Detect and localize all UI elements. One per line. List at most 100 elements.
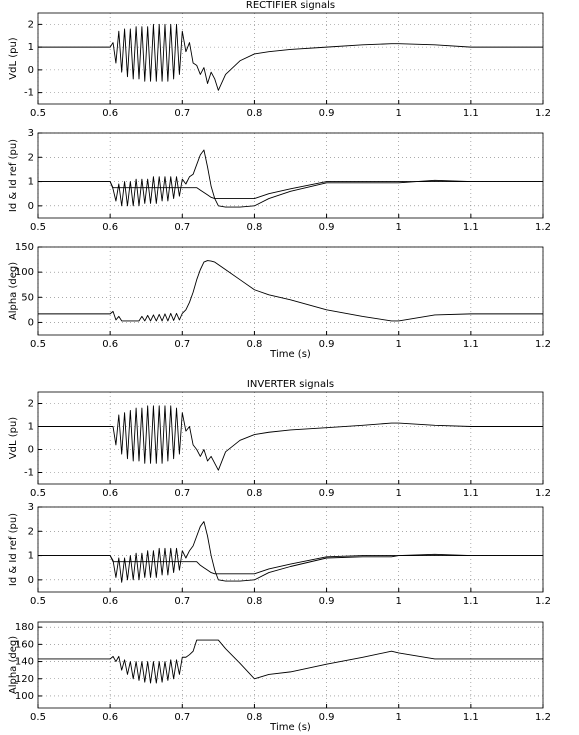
x-axis-label: Time (s) [269, 349, 311, 360]
x-tick-label: 1 [396, 712, 402, 723]
x-tick-label: 0.9 [319, 339, 335, 350]
axes-frame [37, 12, 544, 105]
x-tick-label: 0.5 [30, 488, 46, 499]
x-tick-label: 0.5 [30, 712, 46, 723]
signal-line [38, 521, 543, 583]
y-tick-label: 160 [15, 639, 34, 650]
y-tick-label: 100 [15, 691, 34, 702]
axes-frame [37, 246, 544, 336]
x-tick-label: 0.7 [174, 339, 190, 350]
signal-line [38, 405, 543, 471]
x-tick-label: 0.7 [174, 596, 190, 607]
x-tick-label: 1 [396, 596, 402, 607]
y-tick-label: 3 [28, 502, 34, 513]
signal-line [38, 149, 543, 208]
x-tick-label: 0.7 [174, 222, 190, 233]
y-tick-label: -1 [24, 88, 34, 99]
signal-line [38, 260, 543, 322]
y-tick-label: 0 [28, 575, 34, 586]
x-tick-label: 1.1 [463, 222, 479, 233]
y-tick-label: 1 [28, 551, 34, 562]
y-tick-label: 100 [15, 267, 34, 278]
y-tick-label: 3 [28, 128, 34, 139]
x-tick-label: 0.5 [30, 222, 46, 233]
y-tick-label: 0 [28, 317, 34, 328]
x-tick-label: 1.2 [535, 712, 551, 723]
x-tick-label: 1.2 [535, 488, 551, 499]
x-tick-label: 0.6 [102, 712, 118, 723]
signal-line [38, 181, 543, 200]
x-tick-label: 1.2 [535, 596, 551, 607]
y-axis-label: Alpha (deg) [8, 636, 19, 694]
axes-frame [37, 132, 544, 219]
plot-area [38, 133, 543, 218]
x-tick-label: 0.8 [246, 339, 262, 350]
x-tick-label: 0.6 [102, 108, 118, 119]
x-tick-label: 1.1 [463, 596, 479, 607]
x-tick-label: 0.8 [246, 712, 262, 723]
x-tick-label: 0.8 [246, 222, 262, 233]
chart-title: INVERTER signals [247, 379, 334, 390]
x-tick-label: 0.6 [102, 339, 118, 350]
signal-line [38, 23, 543, 91]
y-tick-label: 1 [28, 177, 34, 188]
x-tick-label: 0.9 [319, 712, 335, 723]
y-tick-label: 140 [15, 657, 34, 668]
axes-frame [37, 506, 544, 593]
x-tick-label: 0.9 [319, 222, 335, 233]
x-tick-label: 0.6 [102, 488, 118, 499]
x-tick-label: 1 [396, 222, 402, 233]
plot-area [38, 247, 543, 335]
y-tick-label: -1 [24, 468, 34, 479]
x-tick-label: 1 [396, 488, 402, 499]
x-tick-label: 1 [396, 339, 402, 350]
x-tick-label: 0.5 [30, 339, 46, 350]
y-axis-label: Id & Id ref (pu) [8, 139, 19, 212]
y-tick-label: 50 [21, 292, 34, 303]
axes-frame [37, 621, 544, 709]
y-tick-label: 2 [28, 19, 34, 30]
y-axis-label: VdL (pu) [8, 37, 19, 80]
x-tick-label: 0.9 [319, 108, 335, 119]
x-tick-label: 0.5 [30, 108, 46, 119]
x-tick-label: 0.8 [246, 596, 262, 607]
y-axis-label: Id & Id ref (pu) [8, 513, 19, 586]
signal-line [38, 639, 543, 684]
x-tick-label: 1.1 [463, 339, 479, 350]
x-tick-label: 1.2 [535, 339, 551, 350]
y-tick-label: 0 [28, 445, 34, 456]
y-tick-label: 1 [28, 422, 34, 433]
x-tick-label: 1 [396, 108, 402, 119]
plot-area [38, 13, 543, 104]
x-tick-label: 1.2 [535, 108, 551, 119]
chart-title: RECTIFIER signals [246, 0, 335, 11]
x-tick-label: 1.1 [463, 488, 479, 499]
y-axis-label: Alpha (deg) [8, 262, 19, 320]
axes-frame [37, 391, 544, 485]
x-tick-label: 1.2 [535, 222, 551, 233]
x-tick-label: 0.5 [30, 596, 46, 607]
y-axis-label: VdL (pu) [8, 417, 19, 460]
x-tick-label: 0.6 [102, 596, 118, 607]
x-tick-label: 0.9 [319, 488, 335, 499]
y-tick-label: 180 [15, 622, 34, 633]
y-tick-label: 0 [28, 65, 34, 76]
y-tick-label: 2 [28, 399, 34, 410]
signal-line [38, 555, 543, 575]
y-tick-label: 120 [15, 674, 34, 685]
x-axis-label: Time (s) [269, 722, 311, 733]
x-tick-label: 0.9 [319, 596, 335, 607]
plot-area [38, 622, 543, 708]
plot-area [38, 392, 543, 484]
x-tick-label: 0.7 [174, 488, 190, 499]
x-tick-label: 0.6 [102, 222, 118, 233]
x-tick-label: 1.1 [463, 108, 479, 119]
y-tick-label: 150 [15, 242, 34, 253]
x-tick-label: 0.8 [246, 108, 262, 119]
plot-area [38, 507, 543, 592]
y-tick-label: 1 [28, 42, 34, 53]
x-tick-label: 1.1 [463, 712, 479, 723]
y-tick-label: 2 [28, 526, 34, 537]
x-tick-label: 0.8 [246, 488, 262, 499]
